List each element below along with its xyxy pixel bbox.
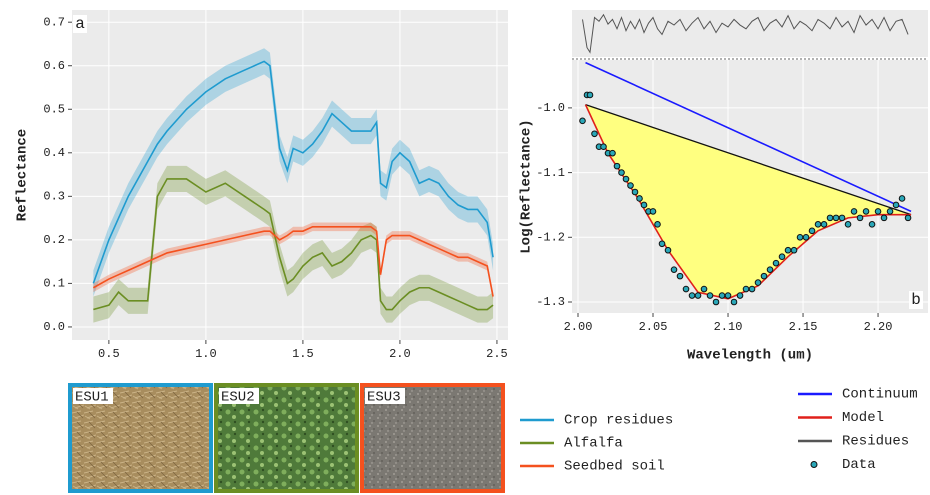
- y-tick-label: 0.6: [43, 59, 65, 73]
- data-point: [755, 280, 761, 286]
- data-point: [632, 189, 638, 195]
- x-tick-label: 2.05: [639, 320, 668, 334]
- data-point: [592, 131, 598, 137]
- x-axis-title: Wavelength (um): [687, 348, 813, 364]
- data-point: [797, 234, 803, 240]
- data-point: [628, 183, 634, 189]
- data-point: [580, 118, 586, 124]
- legend-label: Seedbed soil: [564, 459, 665, 475]
- y-tick-label: 0.2: [43, 233, 65, 247]
- data-point: [791, 247, 797, 253]
- data-point: [671, 267, 677, 273]
- x-tick-label: 1.0: [195, 347, 217, 361]
- y-tick-label: 0.3: [43, 190, 65, 204]
- photo-label: ESU1: [75, 390, 109, 406]
- data-point: [761, 273, 767, 279]
- x-tick-label: 2.0: [389, 347, 411, 361]
- data-point: [719, 293, 725, 299]
- data-point: [821, 222, 827, 228]
- data-point: [737, 293, 743, 299]
- legend-label: Model: [842, 410, 884, 426]
- x-tick-label: 2.15: [789, 320, 818, 334]
- data-point: [677, 273, 683, 279]
- legend-label: Data: [842, 457, 876, 473]
- y-tick-label: 0.4: [43, 146, 65, 160]
- data-point: [833, 215, 839, 221]
- data-point: [779, 254, 785, 260]
- x-tick-label: 0.5: [98, 347, 120, 361]
- data-point: [659, 241, 665, 247]
- y-tick-label: -1.3: [536, 295, 565, 309]
- data-point: [857, 215, 863, 221]
- data-point: [785, 247, 791, 253]
- x-tick-label: 2.5: [486, 347, 508, 361]
- data-point: [601, 144, 607, 150]
- data-point: [731, 299, 737, 305]
- data-point: [827, 215, 833, 221]
- y-tick-label: 0.1: [43, 277, 65, 291]
- data-point: [881, 215, 887, 221]
- data-point: [749, 286, 755, 292]
- figure: 0.5 1.0 1.5 2.0 2.5 0.0 0.1 0.2 0.3 0.4 0.5 0.6 0.7 R…: [0, 0, 930, 495]
- data-point: [767, 267, 773, 273]
- residual-panel: [572, 10, 928, 57]
- data-point: [839, 215, 845, 221]
- legend-label: Residues: [842, 434, 909, 450]
- data-point: [809, 228, 815, 234]
- data-point: [905, 215, 911, 221]
- photo-label: ESU2: [221, 390, 255, 406]
- data-point: [875, 209, 881, 215]
- y-axis-title: Reflectance: [15, 129, 31, 221]
- data-point: [701, 286, 707, 292]
- data-point: [650, 209, 656, 215]
- panel-label: a: [75, 15, 85, 33]
- x-tick-label: 2.00: [564, 320, 593, 334]
- y-tick-label: -1.1: [536, 166, 565, 180]
- data-point: [587, 92, 593, 98]
- data-point: [707, 293, 713, 299]
- legend-label: Crop residues: [564, 413, 673, 429]
- photo-label: ESU3: [367, 390, 401, 406]
- x-tick-label: 2.10: [714, 320, 743, 334]
- y-tick-label: 0.7: [43, 15, 65, 29]
- x-tick-label: 1.5: [292, 347, 314, 361]
- legend-marker: [811, 462, 817, 468]
- x-tick-label: 2.20: [864, 320, 893, 334]
- data-point: [637, 196, 643, 202]
- data-point: [863, 209, 869, 215]
- data-point: [887, 209, 893, 215]
- data-point: [614, 163, 620, 169]
- y-tick-label: 0.5: [43, 102, 65, 116]
- data-point: [665, 247, 671, 253]
- data-point: [893, 202, 899, 208]
- data-point: [689, 293, 695, 299]
- data-point: [773, 260, 779, 266]
- data-point: [695, 293, 701, 299]
- data-point: [683, 286, 689, 292]
- data-point: [851, 209, 857, 215]
- y-tick-label: -1.2: [536, 230, 565, 244]
- legend-label: Alfalfa: [564, 436, 623, 452]
- data-point: [815, 222, 821, 228]
- data-point: [655, 222, 661, 228]
- data-point: [743, 286, 749, 292]
- y-tick-label: 0.0: [43, 320, 65, 334]
- data-point: [803, 234, 809, 240]
- data-point: [641, 202, 647, 208]
- data-point: [610, 150, 616, 156]
- data-point: [845, 222, 851, 228]
- data-point: [623, 176, 629, 182]
- panel-label: b: [911, 291, 921, 309]
- data-point: [899, 196, 905, 202]
- photo-panel: [70, 385, 503, 491]
- y-axis-title: Log(Reflectance): [519, 119, 535, 253]
- data-point: [725, 293, 731, 299]
- data-point: [619, 170, 625, 176]
- legend-label: Continuum: [842, 387, 918, 403]
- y-tick-label: -1.0: [536, 101, 565, 115]
- data-point: [869, 222, 875, 228]
- data-point: [713, 299, 719, 305]
